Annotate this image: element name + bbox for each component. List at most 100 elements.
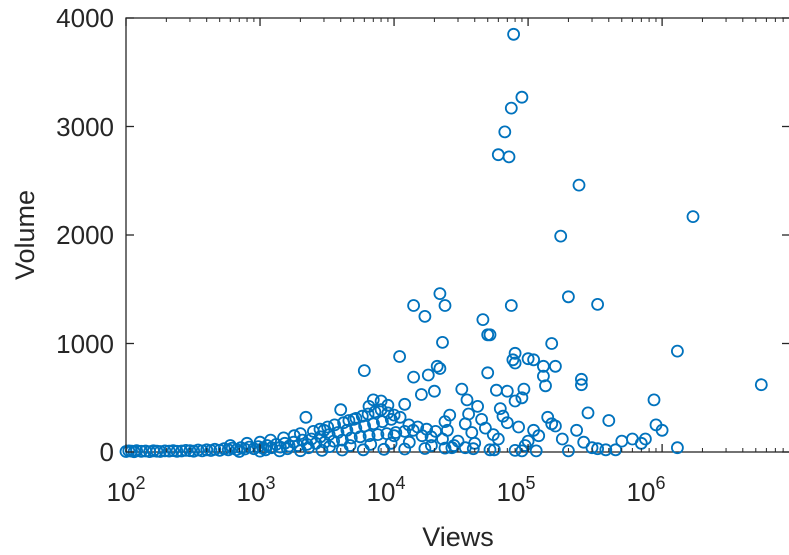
data-point-55 [647,393,661,407]
y-axis-label: Volume [10,190,40,280]
data-point-102 [334,403,348,417]
data-point-30 [549,359,562,373]
data-point-15 [418,309,432,323]
data-point-92 [465,426,479,439]
data-point-0 [507,27,520,41]
data-point-64 [639,432,652,446]
data-point-219 [335,443,349,457]
tick-label-y-1000: 1000 [56,329,114,359]
data-point-27 [506,353,520,367]
data-point-216 [273,444,287,458]
tick-label-x-4: 105 [497,473,536,507]
data-point-218 [315,443,329,457]
tick-label-x-4-base: 10 [497,477,526,507]
data-point-193 [349,411,363,425]
data-point-66 [599,443,613,457]
data-point-82 [500,416,514,430]
data-point-25 [393,350,407,363]
tick-label-y-0: 0 [100,437,114,467]
data-point-172 [398,424,412,438]
data-point-188 [313,422,327,436]
data-point-189 [321,420,335,434]
data-point-84 [493,402,507,416]
data-point-46 [407,370,421,384]
data-point-6 [572,178,586,192]
data-point-29 [537,359,550,373]
data-point-213 [529,444,543,458]
data-point-69 [577,435,591,449]
tick-label-y-4000: 4000 [56,3,114,33]
data-point-23 [521,352,535,366]
data-point-12 [438,299,452,312]
data-point-39 [575,378,588,392]
data-point-165 [367,417,380,431]
plot-area-frame [125,17,789,453]
data-point-155 [322,428,336,442]
data-point-28 [508,356,522,370]
data-point-166 [371,428,385,442]
data-point-117 [158,444,172,458]
data-point-192 [342,414,356,427]
data-point-18 [483,328,497,342]
tick-label-y-3000: 3000 [56,112,114,142]
tick-label-x-1: 102 [107,473,146,507]
data-point-208 [424,439,438,452]
data-point-37 [575,372,588,386]
data-point-35 [481,366,495,380]
data-point-120 [170,444,184,458]
data-point-179 [429,424,443,438]
tick-label-x-5: 106 [627,473,666,507]
data-point-222 [398,442,412,456]
tick-label-x-2: 103 [237,473,276,507]
tick-label-x-2-base: 10 [237,477,266,507]
data-point-164 [362,429,376,443]
data-point-225 [458,441,472,455]
data-point-86 [486,428,500,442]
data-point-211 [487,443,501,457]
data-point-65 [609,443,622,457]
tick-label-x-3-exp: 4 [395,473,405,493]
data-point-186 [293,427,307,441]
data-point-59 [649,418,663,432]
data-point-77 [527,423,540,437]
data-point-129 [208,442,222,456]
data-point-32 [357,364,371,378]
tick-label-x-1-exp: 2 [135,473,145,493]
data-point-203 [323,440,336,454]
data-point-52 [381,398,395,412]
data-point-223 [418,442,432,455]
data-point-201 [280,442,294,456]
data-point-70 [570,423,583,437]
data-point-48 [508,394,522,408]
data-point-197 [374,403,388,417]
data-point-183 [264,433,278,447]
tick-label-x-3: 104 [367,473,406,507]
data-point-210 [466,442,480,456]
data-point-11 [407,299,421,312]
data-point-220 [356,443,370,457]
data-point-3 [498,125,512,139]
data-point-116 [153,445,167,458]
data-point-202 [302,441,315,455]
data-point-162 [353,430,367,444]
data-point-101 [299,410,313,424]
data-point-190 [328,418,342,432]
data-point-2 [504,101,518,115]
data-point-171 [393,410,407,424]
data-point-221 [377,442,391,456]
data-point-121 [175,444,189,458]
data-point-20 [545,337,559,350]
data-point-26 [430,359,444,373]
data-point-8 [554,229,568,243]
tick-label-x-4-exp: 5 [525,473,535,493]
data-point-21 [671,344,684,358]
data-point-51 [374,394,388,408]
data-point-47 [460,393,474,407]
data-point-198 [381,406,395,420]
data-point-122 [179,443,193,457]
data-point-75 [541,410,555,424]
tick-label-x-5-exp: 6 [655,473,665,493]
data-point-83 [496,409,510,423]
data-point-224 [438,441,452,455]
